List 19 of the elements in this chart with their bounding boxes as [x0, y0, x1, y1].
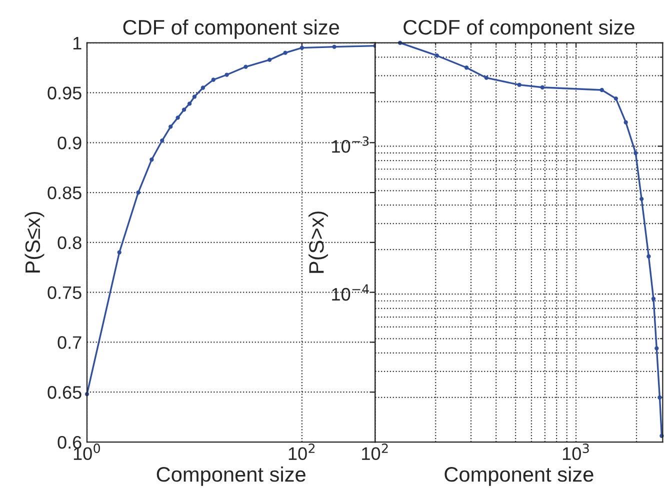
y-tick-label: 0.95	[48, 86, 82, 100]
y-tick-label: 0.7	[58, 336, 82, 349]
x-axis-title: Component size	[444, 466, 594, 486]
x-axis-title: Component size	[156, 466, 306, 486]
y-axis-title: P(S≤x)	[24, 212, 44, 272]
chart-title: CCDF of component size	[404, 19, 634, 39]
y-tick-label: 0.8	[58, 236, 82, 250]
chart-title: CDF of component size	[123, 19, 339, 39]
y-axis-title: P(S>x)	[308, 212, 328, 273]
y-tick-label: 1	[73, 36, 82, 50]
y-tick-label: 10$^{−4}$	[332, 284, 369, 301]
y-tick-label: 0.75	[48, 286, 82, 300]
y-tick-label: 10$^{−3}$	[332, 136, 369, 153]
x-tick-label: 10$^{3}$	[562, 444, 589, 460]
y-tick-label: 0.85	[48, 186, 82, 200]
y-tick-label: 0.9	[58, 136, 82, 150]
x-tick-label: 10$^{2}$	[288, 444, 315, 460]
x-tick-label: 10$^{2}$	[362, 444, 388, 460]
y-tick-label: 0.65	[48, 386, 82, 399]
